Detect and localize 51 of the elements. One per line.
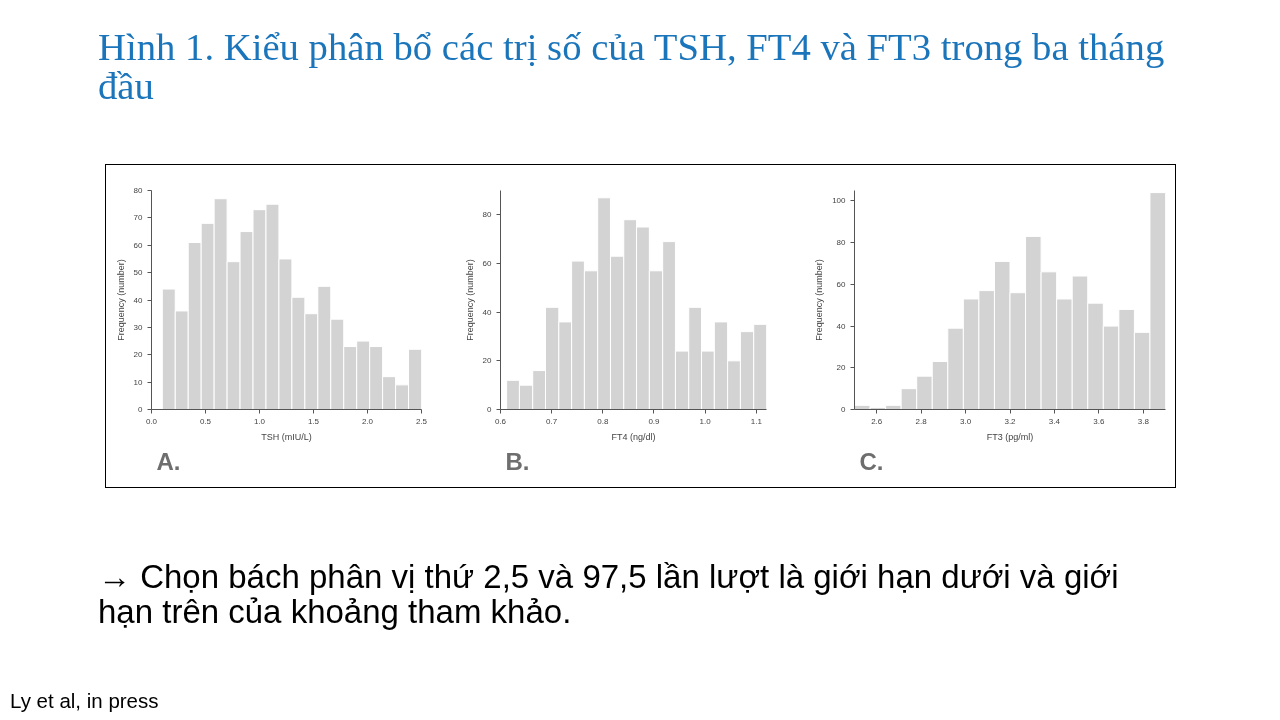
y-tick-label: 20 [133, 350, 144, 360]
text: A. [156, 447, 181, 475]
x-tick-label: 0.7 [546, 416, 558, 426]
x-tick-label: 3.4 [1048, 416, 1061, 426]
y-tick-label: 40 [836, 321, 847, 331]
x-tick-label: 3.2 [1004, 416, 1017, 426]
x-tick-label: 1.0 [253, 416, 266, 426]
x-axis-title: FT3 (pg/ml) [986, 431, 1034, 442]
y-tick-label: 0 [487, 405, 493, 414]
x-tick-label: 0.6 [494, 416, 507, 426]
y-tick-label: 80 [482, 210, 493, 220]
y-tick-label: 20 [836, 363, 847, 373]
x-tick-label: 3.6 [1093, 416, 1105, 426]
x-tick-label: 0.0 [145, 416, 158, 426]
y-tick-label: 40 [482, 307, 493, 317]
x-tick-label: 3.8 [1137, 416, 1150, 426]
y-tick-label: 0 [138, 405, 144, 414]
y-tick-label: 80 [133, 186, 144, 195]
y-tick-label: 30 [133, 322, 144, 332]
x-axis-title: TSH (mIU/L) [261, 431, 312, 442]
y-tick-label: 70 [133, 213, 144, 223]
y-tick-label: 80 [836, 238, 847, 248]
x-tick-label: 1.0 [699, 416, 712, 426]
y-tick-label: 50 [133, 268, 144, 278]
text: Hình 1. Kiểu phân bổ các trị số của TSH, FT4 và FT3 trong ba tháng đầu [98, 26, 1166, 108]
text: → Chọn bách phân vị thứ 2,5 và 97,5 lần lượt là giới hạn dưới và giới hạn trên của khoảng tham khảo. [98, 558, 1120, 631]
text: B. [505, 447, 530, 475]
x-axis-title: FT4 (ng/dl) [611, 431, 656, 442]
y-tick-label: 40 [133, 295, 144, 305]
x-tick-label: 0.5 [199, 416, 212, 426]
y-axis-title: Frequency (number) [115, 259, 126, 341]
x-tick-label: 2.5 [415, 416, 428, 426]
y-tick-label: 20 [482, 356, 493, 366]
y-tick-label: 60 [133, 240, 144, 250]
y-tick-label: 60 [836, 279, 847, 289]
y-tick-label: 0 [841, 405, 847, 414]
y-axis-title: Frequency (number) [464, 259, 475, 341]
y-tick-label: 10 [133, 377, 144, 387]
x-tick-label: 1.1 [750, 416, 763, 426]
y-tick-label: 60 [482, 259, 493, 268]
x-tick-label: 2.0 [361, 416, 374, 426]
x-tick-label: 0.9 [648, 416, 661, 426]
x-tick-label: 0.8 [597, 416, 609, 426]
x-tick-label: 1.5 [307, 416, 320, 426]
x-tick-label: 3.0 [960, 416, 972, 426]
y-tick-label: 100 [832, 196, 847, 206]
x-tick-label: 2.6 [871, 416, 883, 426]
text: Ly et al, in press [10, 688, 159, 714]
y-axis-title: Frequency (number) [814, 259, 825, 341]
text: C. [859, 447, 884, 475]
x-tick-label: 2.8 [915, 416, 928, 426]
